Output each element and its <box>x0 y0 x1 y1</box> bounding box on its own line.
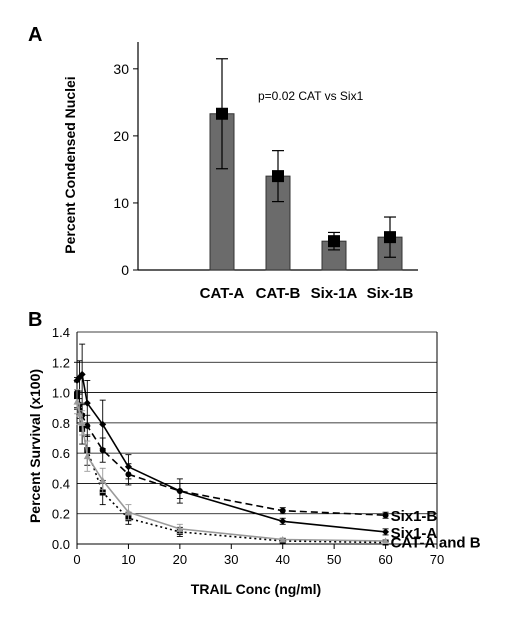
panel-a-label: A <box>28 24 42 46</box>
x-tick-label: 10 <box>121 552 135 567</box>
x-tick-label: 60 <box>378 552 392 567</box>
data-point <box>83 399 91 407</box>
y-tick-label: 0.0 <box>52 537 70 552</box>
series-end-label: Six1-A <box>391 525 438 542</box>
series-line <box>76 392 386 516</box>
panel-b-x-axis-title: TRAIL Conc (ng/ml) <box>191 581 321 597</box>
series-end-label: CAT-A and B <box>391 534 481 551</box>
bar-marker <box>272 170 284 183</box>
x-tick-label: 70 <box>430 552 444 567</box>
data-point <box>279 507 286 514</box>
y-tick-label: 1.0 <box>52 386 70 401</box>
data-point <box>73 398 81 405</box>
data-point <box>382 528 390 536</box>
y-tick-label: 0.4 <box>52 476 70 491</box>
series-end-label: Six1-B <box>391 508 438 525</box>
panel-a-y-axis-title: Percent Condensed Nuclei <box>62 76 78 253</box>
y-tick-label: 0.2 <box>52 507 70 522</box>
category-label: Six-1B <box>367 285 414 302</box>
panel-b-y-axis-title: Percent Survival (x100) <box>27 369 43 523</box>
y-tick-label: 0 <box>121 262 129 278</box>
x-tick-label: 50 <box>327 552 341 567</box>
y-tick-label: 1.4 <box>52 325 70 340</box>
data-point <box>382 512 389 519</box>
data-point <box>78 370 86 378</box>
x-tick-label: 40 <box>275 552 289 567</box>
data-point <box>78 419 86 426</box>
panel-a-annotation: p=0.02 CAT vs Six1 <box>258 89 364 103</box>
category-label: CAT-A <box>200 285 245 302</box>
y-tick-label: 1.2 <box>52 355 70 370</box>
panel-b-axes: 0.0 0.2 0.4 0.6 0.8 1.0 1.2 1.4 0 10 20 30 40 50 60 70 <box>52 325 444 567</box>
bar-marker <box>216 107 228 120</box>
y-tick-label: 10 <box>113 195 129 211</box>
data-point <box>124 508 132 516</box>
panel-b-label: B <box>28 309 42 331</box>
data-point <box>176 487 184 495</box>
panel-a-bars: CAT-A CAT-B Six-1A Six-1B <box>200 58 414 302</box>
category-label: CAT-B <box>256 285 301 302</box>
data-point <box>124 463 132 471</box>
x-tick-label: 20 <box>173 552 187 567</box>
data-point <box>76 410 84 417</box>
data-point <box>279 535 287 543</box>
x-tick-label: 30 <box>224 552 238 567</box>
bar-marker <box>328 235 340 248</box>
x-tick-label: 0 <box>73 552 80 567</box>
data-point <box>99 476 107 484</box>
data-point <box>279 517 287 525</box>
y-tick-label: 30 <box>113 61 129 77</box>
bar-marker <box>384 231 396 244</box>
panel-a-axes: 0 10 20 30 <box>113 42 418 278</box>
data-point <box>382 537 390 544</box>
data-point <box>99 420 107 428</box>
panel-b: B Percent Survival (x100) TRAIL Conc (ng… <box>27 309 481 597</box>
category-label: Six-1A <box>311 285 358 302</box>
panel-a: A Percent Condensed Nuclei p=0.02 CAT vs… <box>28 24 418 302</box>
data-point <box>83 452 91 460</box>
data-point <box>176 525 184 532</box>
panel-b-series <box>73 343 390 546</box>
y-tick-label: 20 <box>113 128 129 144</box>
y-tick-label: 0.6 <box>52 446 70 461</box>
y-tick-label: 0.8 <box>52 416 70 431</box>
